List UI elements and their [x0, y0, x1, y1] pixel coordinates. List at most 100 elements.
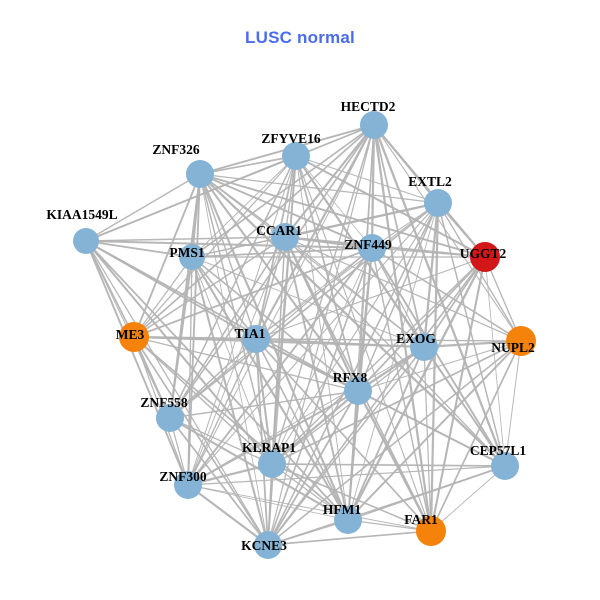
graph-node[interactable]: KIAA1549L: [46, 207, 118, 254]
graph-edge: [371, 247, 486, 258]
graph-edge: [267, 530, 432, 546]
node-circle[interactable]: [179, 244, 205, 270]
node-label: ZFYVE16: [261, 131, 321, 146]
graph-edge: [255, 256, 486, 340]
node-label: NUPL2: [491, 340, 535, 355]
graph-edge: [372, 124, 507, 467]
graph-node[interactable]: CEP57L1: [470, 443, 527, 480]
graph-edge: [85, 236, 286, 242]
graph-edge: [169, 247, 373, 419]
graph-edge: [255, 202, 439, 340]
graph-edge: [371, 247, 506, 467]
node-circle[interactable]: [186, 160, 214, 188]
graph-edge: [169, 390, 359, 419]
node-label: EXTL2: [408, 174, 452, 189]
graph-node[interactable]: NUPL2: [491, 326, 536, 356]
node-circle[interactable]: [156, 404, 184, 432]
node-circle[interactable]: [410, 333, 438, 361]
node-circle[interactable]: [360, 111, 388, 139]
graph-edge: [295, 155, 359, 392]
node-label: ZNF300: [159, 469, 207, 484]
node-label: EXOG: [396, 331, 436, 346]
node-label: ME3: [116, 327, 145, 342]
node-circle[interactable]: [358, 234, 386, 262]
node-circle[interactable]: [119, 322, 149, 352]
graph-edge: [271, 463, 349, 521]
node-circle[interactable]: [242, 325, 270, 353]
graph-edge: [255, 236, 286, 340]
graph-node[interactable]: ME3: [116, 322, 149, 352]
graph-edge: [357, 340, 522, 392]
node-label: ZNF326: [152, 142, 200, 157]
graph-edge: [169, 202, 439, 419]
graph-node[interactable]: PMS1: [169, 244, 205, 270]
node-circle[interactable]: [424, 189, 452, 217]
graph-node[interactable]: UGGT2: [460, 242, 507, 272]
node-circle[interactable]: [334, 506, 362, 534]
graph-node[interactable]: FAR1: [404, 512, 446, 546]
graph-edge: [429, 256, 487, 532]
graph-edge: [187, 484, 432, 532]
graph-edge: [284, 236, 425, 348]
graph-node[interactable]: ZNF326: [152, 142, 214, 188]
node-circle[interactable]: [73, 228, 99, 254]
graph-edge: [484, 256, 522, 342]
graph-edge: [422, 202, 440, 348]
node-circle[interactable]: [258, 450, 286, 478]
graph-edge: [169, 338, 257, 419]
graph-edge: [85, 240, 373, 249]
graph-node[interactable]: HFM1: [323, 502, 362, 534]
graph-edge: [267, 340, 522, 546]
graph-edge: [191, 256, 425, 348]
node-circle[interactable]: [416, 516, 446, 546]
graph-edge: [191, 247, 373, 258]
graph-edge: [85, 173, 201, 242]
graph-edge: [284, 236, 522, 342]
graph-node[interactable]: EXTL2: [408, 174, 452, 217]
graph-node[interactable]: ZFYVE16: [261, 131, 321, 170]
node-circle[interactable]: [491, 452, 519, 480]
graph-node[interactable]: CCAR1: [256, 223, 302, 251]
graph-edge: [371, 247, 432, 532]
graph-edge: [85, 240, 359, 392]
graph-edge: [347, 346, 425, 521]
graph-node[interactable]: ZNF300: [159, 469, 207, 499]
graph-edge: [267, 390, 359, 546]
graph-edge: [199, 173, 373, 249]
graph-edge: [255, 124, 375, 340]
graph-node[interactable]: ZNF449: [344, 234, 392, 262]
node-circle[interactable]: [254, 531, 282, 559]
graph-node[interactable]: KLRAP1: [242, 440, 296, 478]
node-label: ZNF558: [140, 395, 188, 410]
graph-edge: [85, 240, 349, 521]
graph-edge: [295, 155, 439, 204]
graph-node[interactable]: HECTD2: [341, 99, 396, 139]
graph-edge: [271, 463, 506, 467]
node-circle[interactable]: [282, 142, 310, 170]
graph-edge: [187, 338, 257, 486]
node-circle[interactable]: [271, 223, 299, 251]
graph-edge: [255, 338, 432, 532]
graph-edge: [430, 465, 506, 532]
graph-node[interactable]: KCNE3: [241, 531, 287, 559]
graph-edge: [133, 256, 193, 338]
node-circle[interactable]: [344, 377, 372, 405]
node-label: KIAA1549L: [46, 207, 117, 222]
node-circle[interactable]: [506, 326, 536, 356]
graph-node[interactable]: EXOG: [396, 331, 438, 361]
graph-node[interactable]: ZNF558: [140, 395, 188, 432]
graph-edge: [85, 240, 193, 258]
graph-edge: [191, 124, 375, 258]
graph-edge: [187, 484, 269, 546]
graph-node[interactable]: TIA1: [235, 325, 270, 353]
node-circle[interactable]: [174, 471, 202, 499]
graph-edge: [133, 173, 201, 338]
node-label: RFX8: [333, 370, 368, 385]
node-circle[interactable]: [470, 242, 500, 272]
graph-edge: [255, 338, 522, 342]
node-label: FAR1: [404, 512, 438, 527]
graph-node[interactable]: RFX8: [333, 370, 372, 405]
graph-edge: [295, 155, 349, 521]
graph-edge: [504, 340, 522, 467]
